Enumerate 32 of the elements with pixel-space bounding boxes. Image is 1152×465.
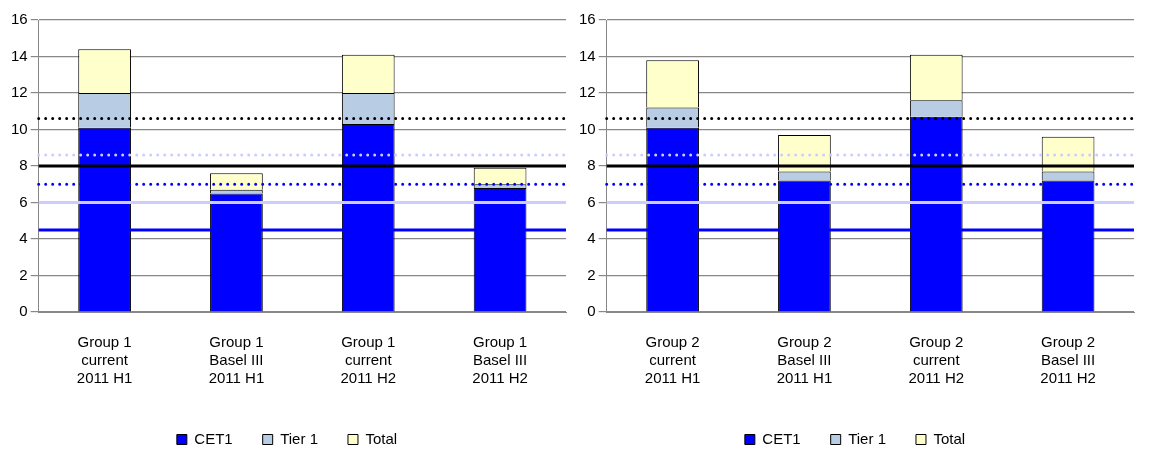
x-tick-label: Group 2 current 2011 H1	[644, 333, 701, 387]
y-tick-label: 4	[19, 229, 28, 247]
x-tick-label: Group 1 current 2011 H2	[340, 333, 397, 387]
x-tick-label: Group 2 Basel III 2011 H2	[1040, 333, 1096, 387]
y-tick-label: 8	[587, 156, 596, 174]
x-tick-label: Group 1 current 2011 H1	[76, 333, 133, 387]
y-tick-label: 16	[579, 10, 596, 28]
y-tick-label: 2	[587, 265, 596, 283]
legend-label: Tier 1	[848, 429, 886, 447]
x-tick-label: Group 1 Basel III 2011 H1	[208, 333, 265, 387]
y-tick-label: 14	[579, 46, 596, 64]
y-tick-label: 4	[587, 229, 596, 247]
legend-label: CET1	[194, 429, 233, 447]
y-tick-label: 12	[579, 83, 596, 101]
y-tick-label: 0	[587, 302, 596, 320]
x-tick-label: Group 2 current 2011 H2	[908, 333, 965, 387]
legend-label: Tier 1	[280, 429, 318, 447]
y-tick-label: 14	[11, 46, 28, 64]
x-tick-label: Group 1 Basel III 2011 H2	[472, 333, 528, 387]
legend-label: CET1	[762, 429, 801, 447]
y-tick-label: 12	[11, 83, 28, 101]
y-tick-label: 6	[587, 192, 596, 210]
legend-label: Total	[933, 429, 966, 447]
x-tick-label: Group 2 Basel III 2011 H1	[776, 333, 833, 387]
y-tick-label: 6	[19, 192, 28, 210]
legend-label: Total	[365, 429, 398, 447]
y-tick-label: 0	[19, 302, 28, 320]
y-tick-label: 2	[19, 265, 28, 283]
y-tick-label: 16	[11, 10, 28, 28]
y-tick-label: 8	[19, 156, 28, 174]
y-tick-label: 10	[579, 119, 596, 137]
y-tick-label: 10	[11, 119, 28, 137]
